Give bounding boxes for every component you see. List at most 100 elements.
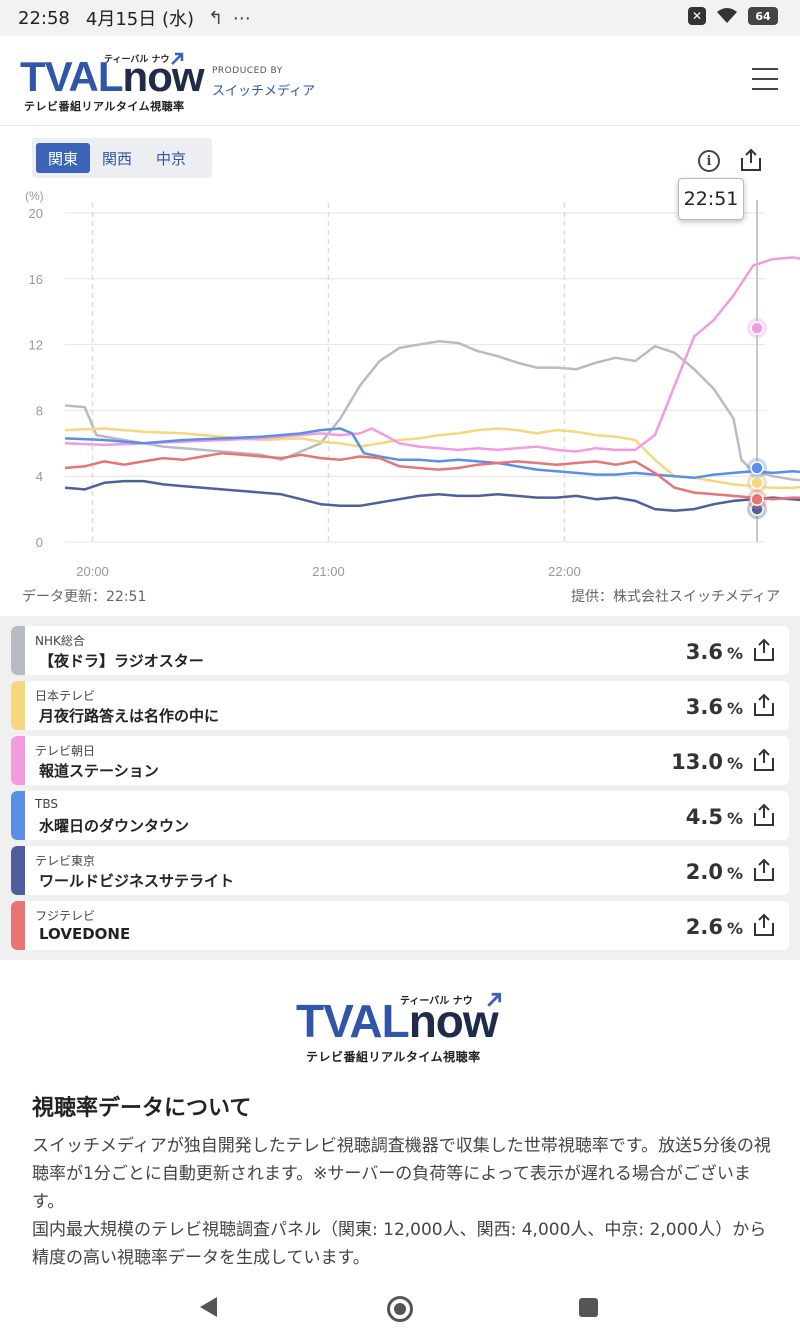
logo-arrow-icon xyxy=(171,52,184,65)
series-line-5 xyxy=(64,451,800,501)
footer-logo-subtitle: テレビ番組リアルタイム視聴率 xyxy=(306,1050,481,1064)
status-date: 4月15日 (水) xyxy=(85,9,194,30)
share-icon[interactable] xyxy=(753,913,775,937)
no-sim-icon: ✕ xyxy=(688,7,706,25)
channel-color-bar xyxy=(11,681,25,730)
share-icon[interactable] xyxy=(753,693,775,717)
y-unit-label: (%) xyxy=(25,189,44,203)
y-tick-label: 16 xyxy=(29,272,43,287)
status-notification-icons: ↰ ⋯ xyxy=(208,7,253,29)
produced-by: PRODUCED BY スイッチメディア xyxy=(212,66,315,99)
channel-rating: 2.6% xyxy=(685,915,743,939)
back-icon[interactable] xyxy=(200,1297,217,1317)
channel-program-title: LOVEDONE xyxy=(39,925,131,943)
series-line-2 xyxy=(64,256,800,453)
logo-kana: ティーバル ナウ xyxy=(104,55,170,65)
channel-row[interactable]: TBS 水曜日のダウンタウン 4.5% xyxy=(11,791,789,840)
channel-program-title: 水曜日のダウンタウン xyxy=(39,817,190,835)
series-marker-2 xyxy=(750,321,764,335)
y-tick-label: 20 xyxy=(29,206,43,221)
rating-unit: % xyxy=(726,644,743,663)
tab-chukyo[interactable]: 中京 xyxy=(156,149,187,168)
share-icon[interactable] xyxy=(753,748,775,772)
channel-station-name: 日本テレビ xyxy=(35,689,96,703)
recent-apps-icon[interactable] xyxy=(579,1298,598,1317)
channel-row[interactable]: フジテレビ LOVEDONE 2.6% xyxy=(11,901,789,950)
channel-rating: 13.0% xyxy=(671,750,743,774)
channel-program-title: 報道ステーション xyxy=(39,762,159,780)
tab-kanto[interactable]: 関東 xyxy=(36,143,91,173)
series-line-4 xyxy=(64,479,800,512)
footer-tvalnow-logo: ティーバル ナウ TVALnow テレビ番組リアルタイム視聴率 xyxy=(296,990,506,1068)
system-nav-bar xyxy=(0,1280,800,1340)
channel-row[interactable]: NHK総合【夜ドラ】ラジオスター 3.6% xyxy=(11,626,789,675)
channel-station-name: フジテレビ xyxy=(35,909,96,923)
rating-unit: % xyxy=(726,809,743,828)
tvalnow-logo[interactable]: ティーバル ナウ TVALnow テレビ番組リアルタイム視聴率 xyxy=(20,52,205,113)
channel-list: NHK総合【夜ドラ】ラジオスター 3.6% 日本テレビ月夜行路答えは名作の中に 3.6… xyxy=(0,616,800,960)
series-line-3 xyxy=(64,427,800,480)
channel-rating: 2.0% xyxy=(685,860,743,884)
footer-logo-kana: ティーバル ナウ xyxy=(400,996,473,1007)
about-title: 視聴率データについて xyxy=(32,1096,252,1121)
channel-color-bar xyxy=(11,791,25,840)
logo-subtitle: テレビ番組リアルタイム視聴率 xyxy=(24,100,185,113)
channel-program-title: 【夜ドラ】ラジオスター xyxy=(39,652,204,670)
chart-tooltip: 22:51 xyxy=(678,178,744,220)
x-tick-label: 21:00 xyxy=(312,564,345,579)
y-tick-label: 8 xyxy=(36,403,43,418)
rating-unit: % xyxy=(726,699,743,718)
info-icon[interactable]: i xyxy=(698,150,720,172)
home-icon[interactable] xyxy=(387,1296,413,1322)
series-marker-5 xyxy=(750,492,764,506)
region-tabs: 関東 関西 中京 xyxy=(32,138,212,178)
about-paragraph-2: 国内最大規模のテレビ視聴調査パネル（関東: 12,000人、関西: 4,000人… xyxy=(32,1220,767,1268)
series-marker-3 xyxy=(750,461,764,475)
y-tick-label: 4 xyxy=(36,469,43,484)
channel-rating: 4.5% xyxy=(685,805,743,829)
footer-logo-wordmark: TVALnow xyxy=(296,995,499,1047)
channel-program-title: ワールドビジネスサテライト xyxy=(39,872,235,890)
data-source-text: 提供：株式会社スイッチメディア xyxy=(570,589,780,605)
status-bar: 22:58 4月15日 (水) ↰ ⋯ ✕ 64 xyxy=(0,0,800,36)
channel-row[interactable]: テレビ朝日報道ステーション 13.0% xyxy=(11,736,789,785)
channel-program-title: 月夜行路答えは名作の中に xyxy=(39,707,220,725)
channel-rating: 3.6% xyxy=(685,640,743,664)
channel-color-bar xyxy=(11,846,25,895)
channel-row[interactable]: テレビ東京ワールドビジネスサテライト 2.0% xyxy=(11,846,789,895)
share-icon[interactable] xyxy=(753,803,775,827)
y-tick-label: 12 xyxy=(29,338,43,353)
logo-wordmark: TVALnow xyxy=(20,53,205,100)
share-icon[interactable] xyxy=(753,858,775,882)
wifi-icon xyxy=(717,8,737,23)
channel-rating: 3.6% xyxy=(685,695,743,719)
share-icon[interactable] xyxy=(753,638,775,662)
channel-station-name: TBS xyxy=(35,797,58,811)
series-marker-1 xyxy=(750,476,764,490)
status-time: 22:58 xyxy=(18,7,70,29)
channel-color-bar xyxy=(11,626,25,675)
channel-station-name: NHK総合 xyxy=(35,634,85,648)
y-tick-label: 0 xyxy=(36,535,43,550)
share-icon[interactable] xyxy=(740,148,762,172)
data-updated-text: データ更新：22:51 xyxy=(22,589,147,605)
channel-row[interactable]: 日本テレビ月夜行路答えは名作の中に 3.6% xyxy=(11,681,789,730)
ratings-chart[interactable]: (%) 20 16 12 8 4 0 20:00 21:00 22:00 xyxy=(0,180,800,590)
rating-unit: % xyxy=(726,864,743,883)
rating-unit: % xyxy=(726,754,743,773)
channel-color-bar xyxy=(11,901,25,950)
series-line-1 xyxy=(64,427,800,489)
channel-station-name: テレビ朝日 xyxy=(35,744,96,758)
tab-kansai[interactable]: 関西 xyxy=(102,149,133,168)
channel-color-bar xyxy=(11,736,25,785)
about-text: スイッチメディアが独自開発したテレビ視聴調査機器で収集した世帯視聴率です。放送5… xyxy=(32,1132,778,1272)
producer-link[interactable]: スイッチメディア xyxy=(212,84,316,99)
site-header: ティーバル ナウ TVALnow テレビ番組リアルタイム視聴率 PRODUCED… xyxy=(0,36,800,126)
x-tick-label: 20:00 xyxy=(76,564,109,579)
channel-station-name: テレビ東京 xyxy=(35,854,96,868)
battery-icon: 64 xyxy=(748,7,778,25)
rating-unit: % xyxy=(726,919,743,938)
produced-by-label: PRODUCED BY xyxy=(212,66,283,76)
footer-logo-arrow-icon xyxy=(487,992,502,1007)
hamburger-menu-icon[interactable] xyxy=(752,68,778,92)
